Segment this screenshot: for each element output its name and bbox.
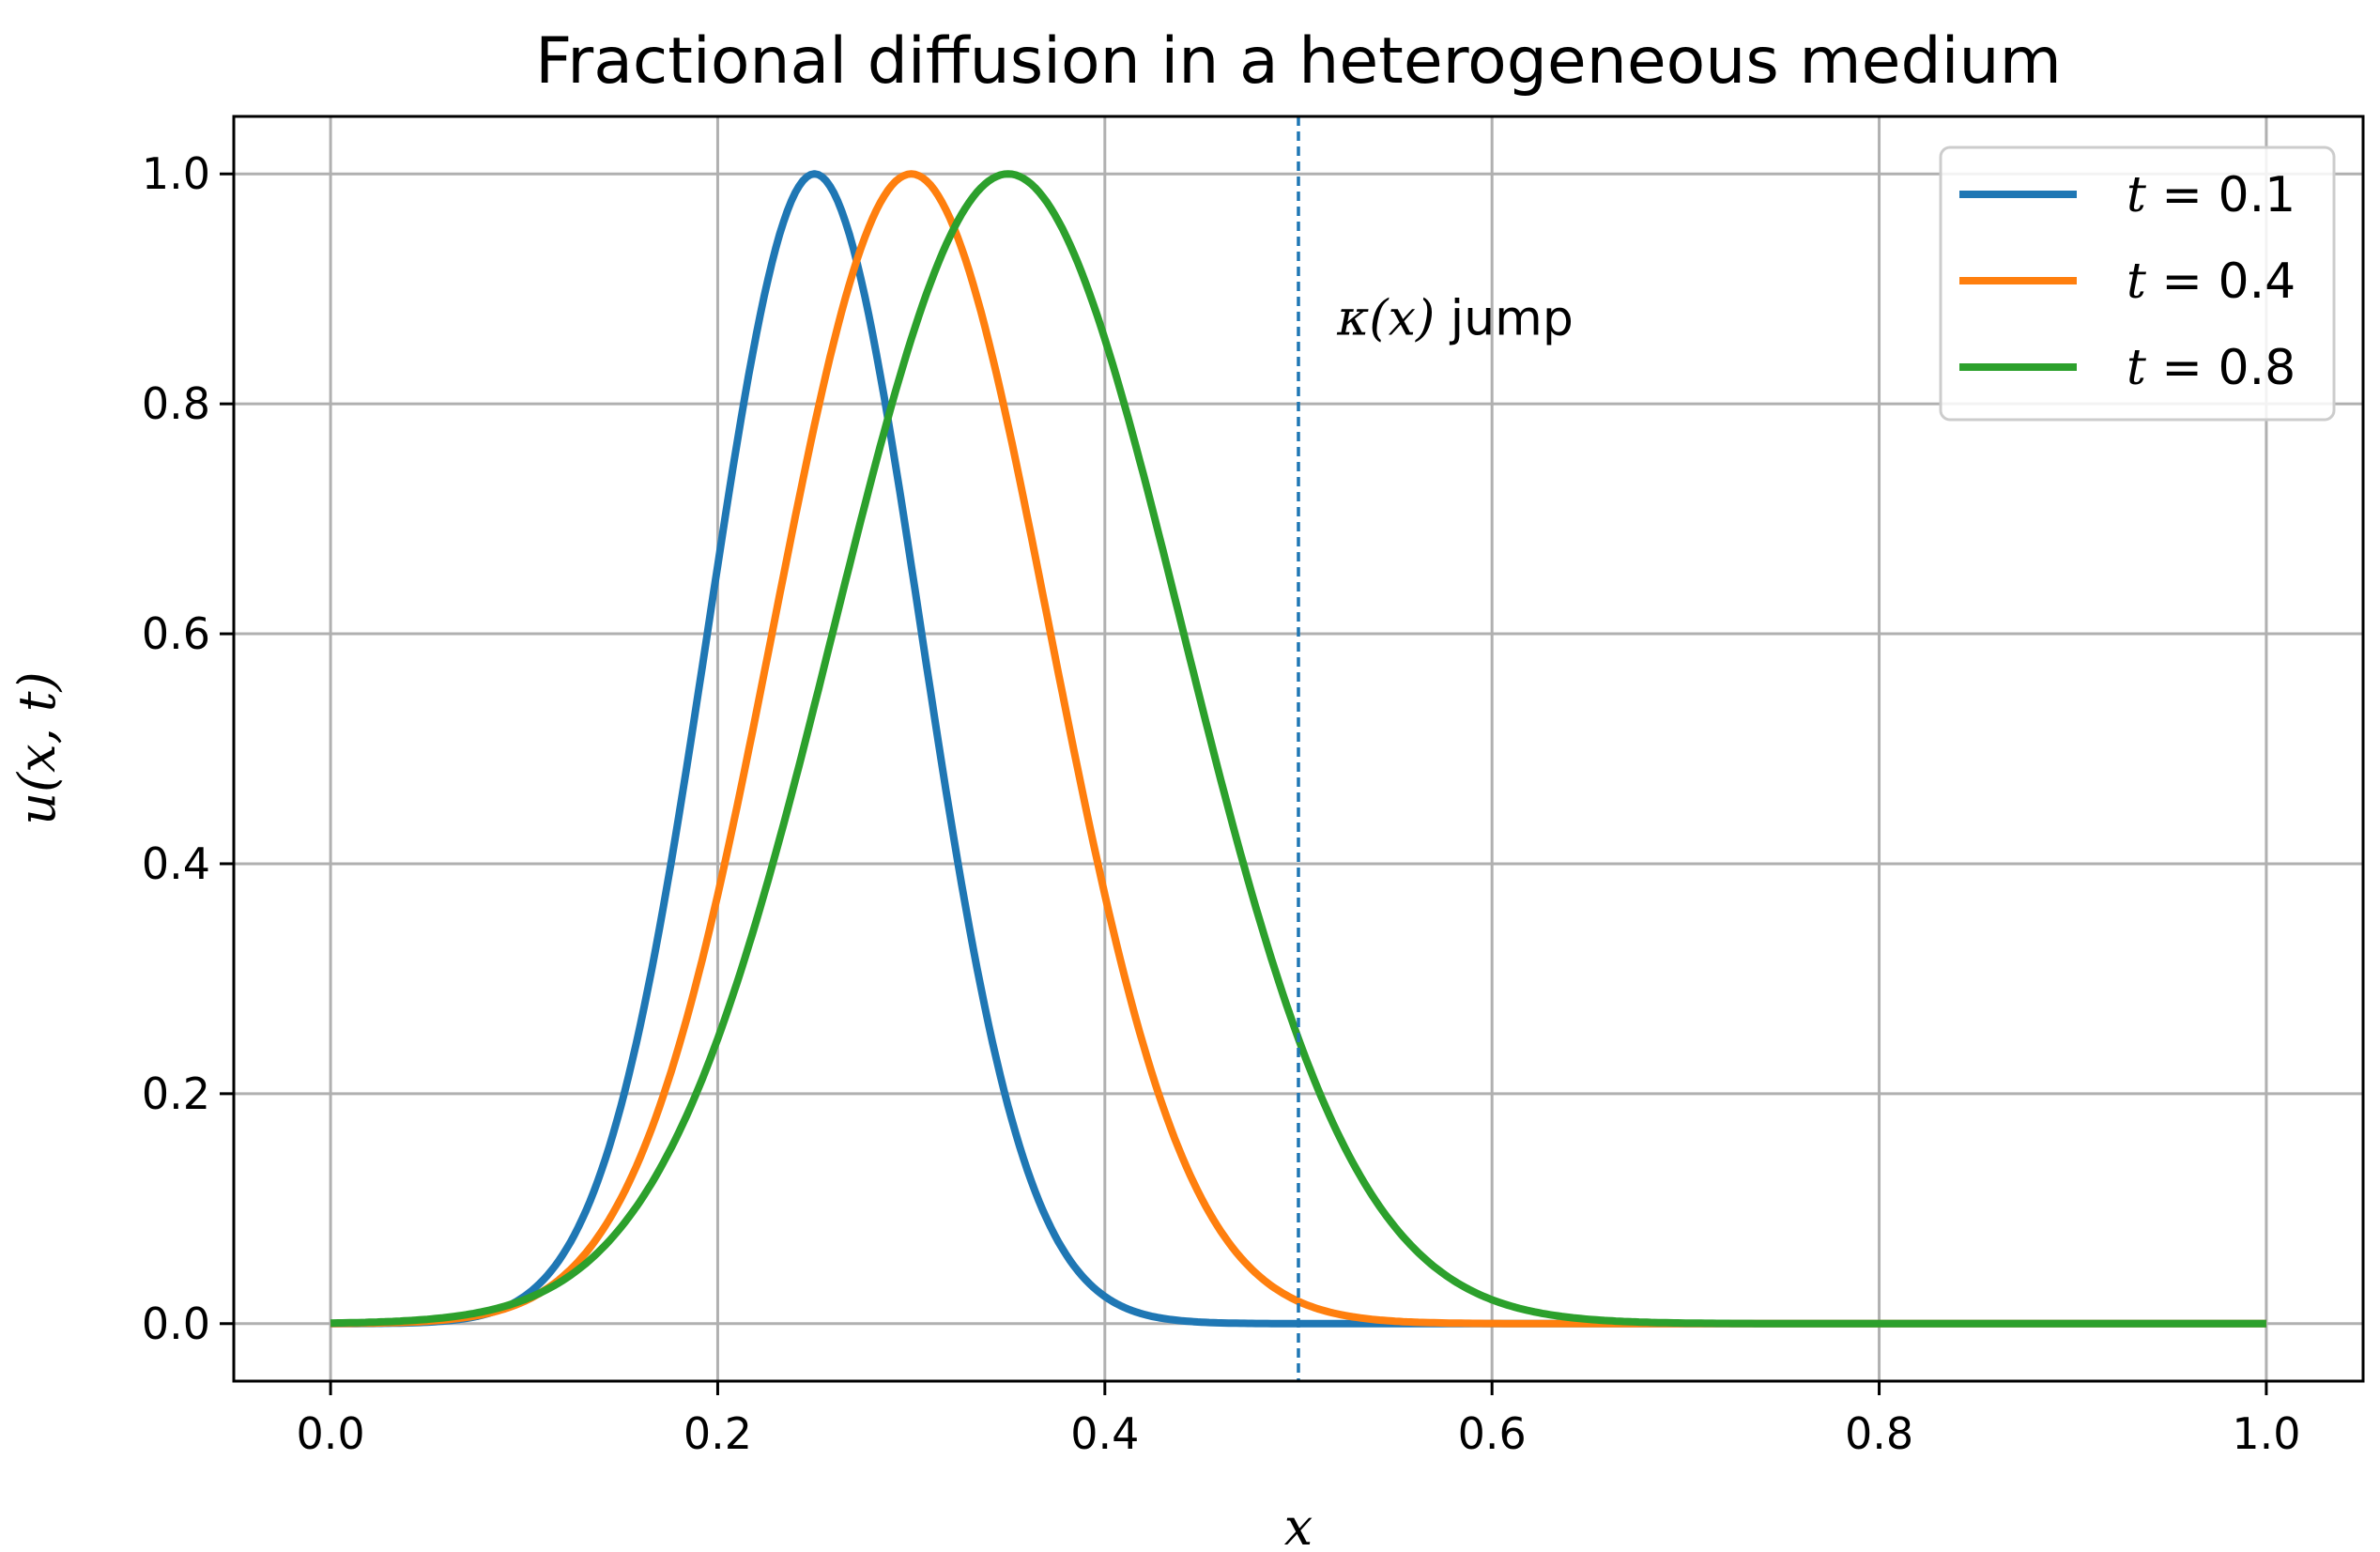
x-axis-ticks: 0.0 0.2 0.4 0.6 0.8 1.0	[297, 1381, 2300, 1459]
legend: t = 0.1t = 0.4t = 0.8	[1939, 146, 2336, 422]
y-axis-ticks: 0.0 0.2 0.4 0.6 0.8 1.0	[142, 148, 234, 1349]
x-tick-label: 1.0	[2232, 1408, 2300, 1459]
x-tick-label: 0.0	[297, 1408, 365, 1459]
legend-label-value-2: = 0.8	[2146, 340, 2296, 396]
y-tick-label: 0.4	[142, 838, 210, 889]
x-tick-label: 0.6	[1458, 1408, 1527, 1459]
x-tick-label: 0.8	[1845, 1408, 1913, 1459]
y-tick-label: 0.2	[142, 1068, 210, 1119]
y-axis-label: u(x, t)	[8, 671, 67, 824]
legend-label-2: t = 0.8	[2127, 340, 2296, 396]
kappa-jump-annotation-var: κ(x)	[1336, 291, 1435, 347]
legend-label-value-0: = 0.1	[2146, 167, 2296, 223]
x-tick-label: 0.4	[1070, 1408, 1139, 1459]
chart-title: Fractional diffusion in a heterogeneous …	[535, 24, 2062, 99]
kappa-jump-annotation: κ(x) jump	[1336, 291, 1574, 347]
plot-frame	[232, 115, 2365, 1383]
legend-label-1: t = 0.4	[2127, 254, 2296, 310]
legend-box	[1939, 146, 2336, 422]
x-tick-label: 0.2	[683, 1408, 752, 1459]
y-tick-label: 0.6	[142, 608, 210, 659]
y-tick-label: 1.0	[142, 148, 210, 199]
legend-label-var-1: t	[2127, 254, 2146, 310]
y-tick-label: 0.8	[142, 378, 210, 429]
kappa-jump-annotation-rest: jump	[1435, 291, 1574, 347]
legend-label-var-0: t	[2127, 167, 2146, 223]
x-axis-label: x	[1284, 1498, 1313, 1552]
legend-label-value-1: = 0.4	[2146, 254, 2296, 310]
y-tick-label: 0.0	[142, 1298, 210, 1349]
legend-label-var-2: t	[2127, 340, 2146, 396]
legend-label-0: t = 0.1	[2127, 167, 2296, 223]
